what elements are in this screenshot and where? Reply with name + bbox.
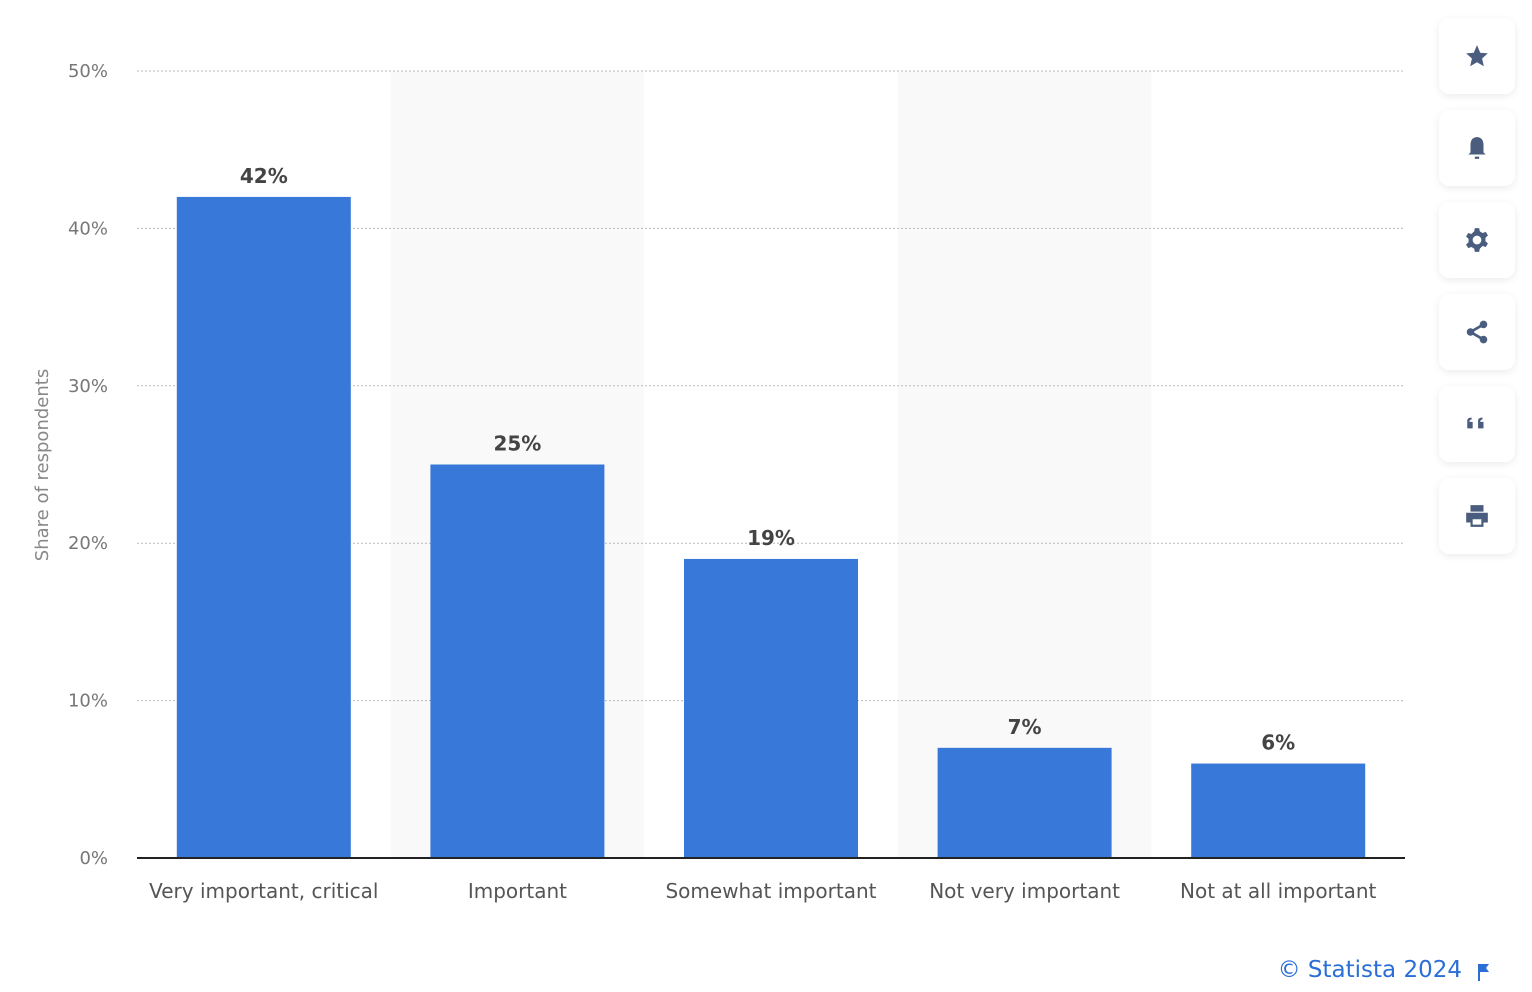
- y-tick-label: 10%: [68, 691, 108, 712]
- flag-icon[interactable]: [1476, 962, 1492, 982]
- bar: [937, 747, 1112, 858]
- x-tick-label: Not very important: [929, 879, 1120, 903]
- bell-icon: [1468, 137, 1486, 159]
- bar: [1191, 763, 1366, 858]
- bar: [684, 558, 858, 858]
- notification-button[interactable]: [1439, 110, 1515, 186]
- data-label: 19%: [747, 526, 795, 550]
- bar: [176, 196, 351, 859]
- data-label: 42%: [240, 164, 288, 188]
- y-tick-label: 50%: [68, 61, 108, 82]
- cite-button[interactable]: [1439, 386, 1515, 462]
- y-axis-label: Share of respondents: [32, 369, 53, 561]
- gear-icon: [1466, 228, 1488, 252]
- print-button[interactable]: [1439, 478, 1515, 554]
- data-label: 6%: [1261, 731, 1295, 755]
- y-tick-label: 30%: [68, 376, 108, 397]
- statista-credit[interactable]: © Statista 2024: [1277, 957, 1462, 983]
- y-tick-label: 40%: [68, 218, 108, 239]
- share-button[interactable]: [1439, 294, 1515, 370]
- x-tick-label: Not at all important: [1180, 879, 1377, 903]
- star-icon: [1466, 45, 1488, 67]
- bar-chart: 0% 10% 20% 30% 40% 50% Share of respondents 42%…: [32, 61, 1405, 903]
- y-tick-label: 0%: [79, 848, 108, 869]
- data-label: 7%: [1008, 715, 1042, 739]
- settings-button[interactable]: [1439, 202, 1515, 278]
- y-tick-label: 20%: [68, 533, 108, 554]
- share-icon: [1466, 320, 1488, 344]
- bar: [430, 464, 605, 858]
- quote-icon: [1467, 417, 1484, 429]
- band-shade: [897, 71, 1152, 858]
- data-label: 25%: [493, 432, 541, 456]
- x-tick-label: Somewhat important: [665, 879, 876, 903]
- x-tick-label: Important: [468, 879, 567, 903]
- x-tick-label: Very important, critical: [149, 879, 378, 903]
- print-icon: [1466, 505, 1488, 527]
- favorite-button[interactable]: [1439, 18, 1515, 94]
